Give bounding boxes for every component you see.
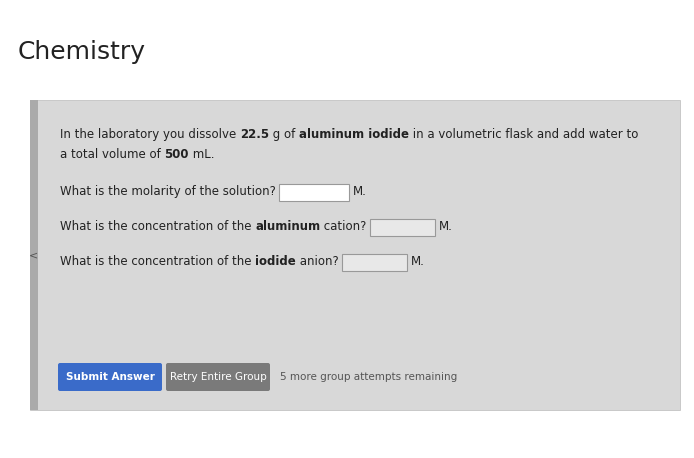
FancyBboxPatch shape	[166, 363, 270, 391]
Text: Retry Entire Group: Retry Entire Group	[169, 372, 266, 382]
Text: M.: M.	[439, 220, 452, 233]
Text: M.: M.	[353, 185, 366, 198]
Text: M.: M.	[411, 255, 425, 268]
Text: aluminum iodide: aluminum iodide	[299, 128, 409, 141]
Text: mL.: mL.	[189, 148, 214, 161]
Text: anion?: anion?	[296, 255, 339, 268]
Text: aluminum: aluminum	[255, 220, 321, 233]
Text: a total volume of: a total volume of	[60, 148, 164, 161]
Bar	[370, 219, 434, 236]
Text: What is the concentration of the: What is the concentration of the	[60, 220, 255, 233]
Text: in a volumetric flask and add water to: in a volumetric flask and add water to	[409, 128, 638, 141]
Text: Chemistry: Chemistry	[18, 40, 146, 64]
Text: g of: g of	[269, 128, 299, 141]
Text: In the laboratory you dissolve: In the laboratory you dissolve	[60, 128, 240, 141]
Text: 500: 500	[164, 148, 189, 161]
FancyBboxPatch shape	[58, 363, 162, 391]
Bar	[30, 100, 38, 410]
Text: cation?: cation?	[321, 220, 366, 233]
Text: 5 more group attempts remaining: 5 more group attempts remaining	[280, 372, 457, 382]
Text: Submit Answer: Submit Answer	[65, 372, 155, 382]
Bar	[30, 100, 680, 410]
Text: What is the concentration of the: What is the concentration of the	[60, 255, 255, 268]
Text: What is the molarity of the solution?: What is the molarity of the solution?	[60, 185, 276, 198]
Text: 22.5: 22.5	[240, 128, 269, 141]
Text: <: <	[29, 250, 39, 260]
Bar	[279, 184, 349, 201]
Text: iodide: iodide	[255, 255, 296, 268]
Bar	[341, 254, 407, 271]
